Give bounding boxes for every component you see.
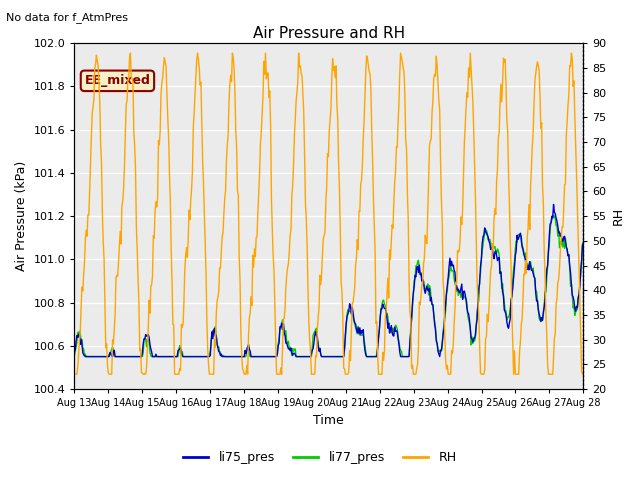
Text: EE_mixed: EE_mixed <box>84 74 150 87</box>
Legend: li75_pres, li77_pres, RH: li75_pres, li77_pres, RH <box>179 446 461 469</box>
Y-axis label: RH: RH <box>612 207 625 225</box>
X-axis label: Time: Time <box>314 414 344 427</box>
Title: Air Pressure and RH: Air Pressure and RH <box>253 25 405 41</box>
Text: No data for f_AtmPres: No data for f_AtmPres <box>6 12 129 23</box>
Y-axis label: Air Pressure (kPa): Air Pressure (kPa) <box>15 161 28 271</box>
